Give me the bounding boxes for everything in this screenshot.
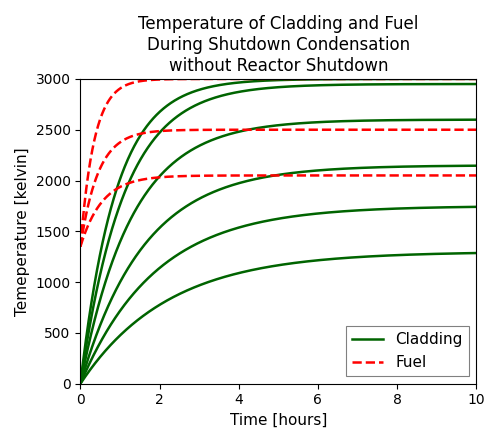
Y-axis label: Temeperature [kelvin]: Temeperature [kelvin] [15, 147, 30, 316]
Line: Fuel: Fuel [80, 175, 476, 247]
Fuel [393, 173, 399, 178]
Fuel [252, 173, 258, 178]
Cladding [78, 381, 84, 386]
Fuel [349, 173, 355, 178]
Fuel [473, 173, 479, 178]
Cladding [393, 253, 399, 258]
Cladding [386, 253, 392, 258]
Line: Cladding: Cladding [80, 253, 476, 384]
Fuel [238, 173, 244, 178]
Legend: Cladding, Fuel: Cladding, Fuel [346, 326, 469, 376]
Cladding [252, 267, 258, 272]
Cladding [473, 250, 479, 256]
Cladding [238, 270, 244, 275]
Cladding [118, 332, 124, 337]
Title: Temperature of Cladding and Fuel
During Shutdown Condensation
without Reactor Sh: Temperature of Cladding and Fuel During … [138, 15, 418, 74]
Cladding [349, 255, 355, 260]
X-axis label: Time [hours]: Time [hours] [230, 413, 327, 428]
Fuel [78, 244, 84, 249]
Fuel [386, 173, 392, 178]
Fuel [118, 184, 124, 189]
